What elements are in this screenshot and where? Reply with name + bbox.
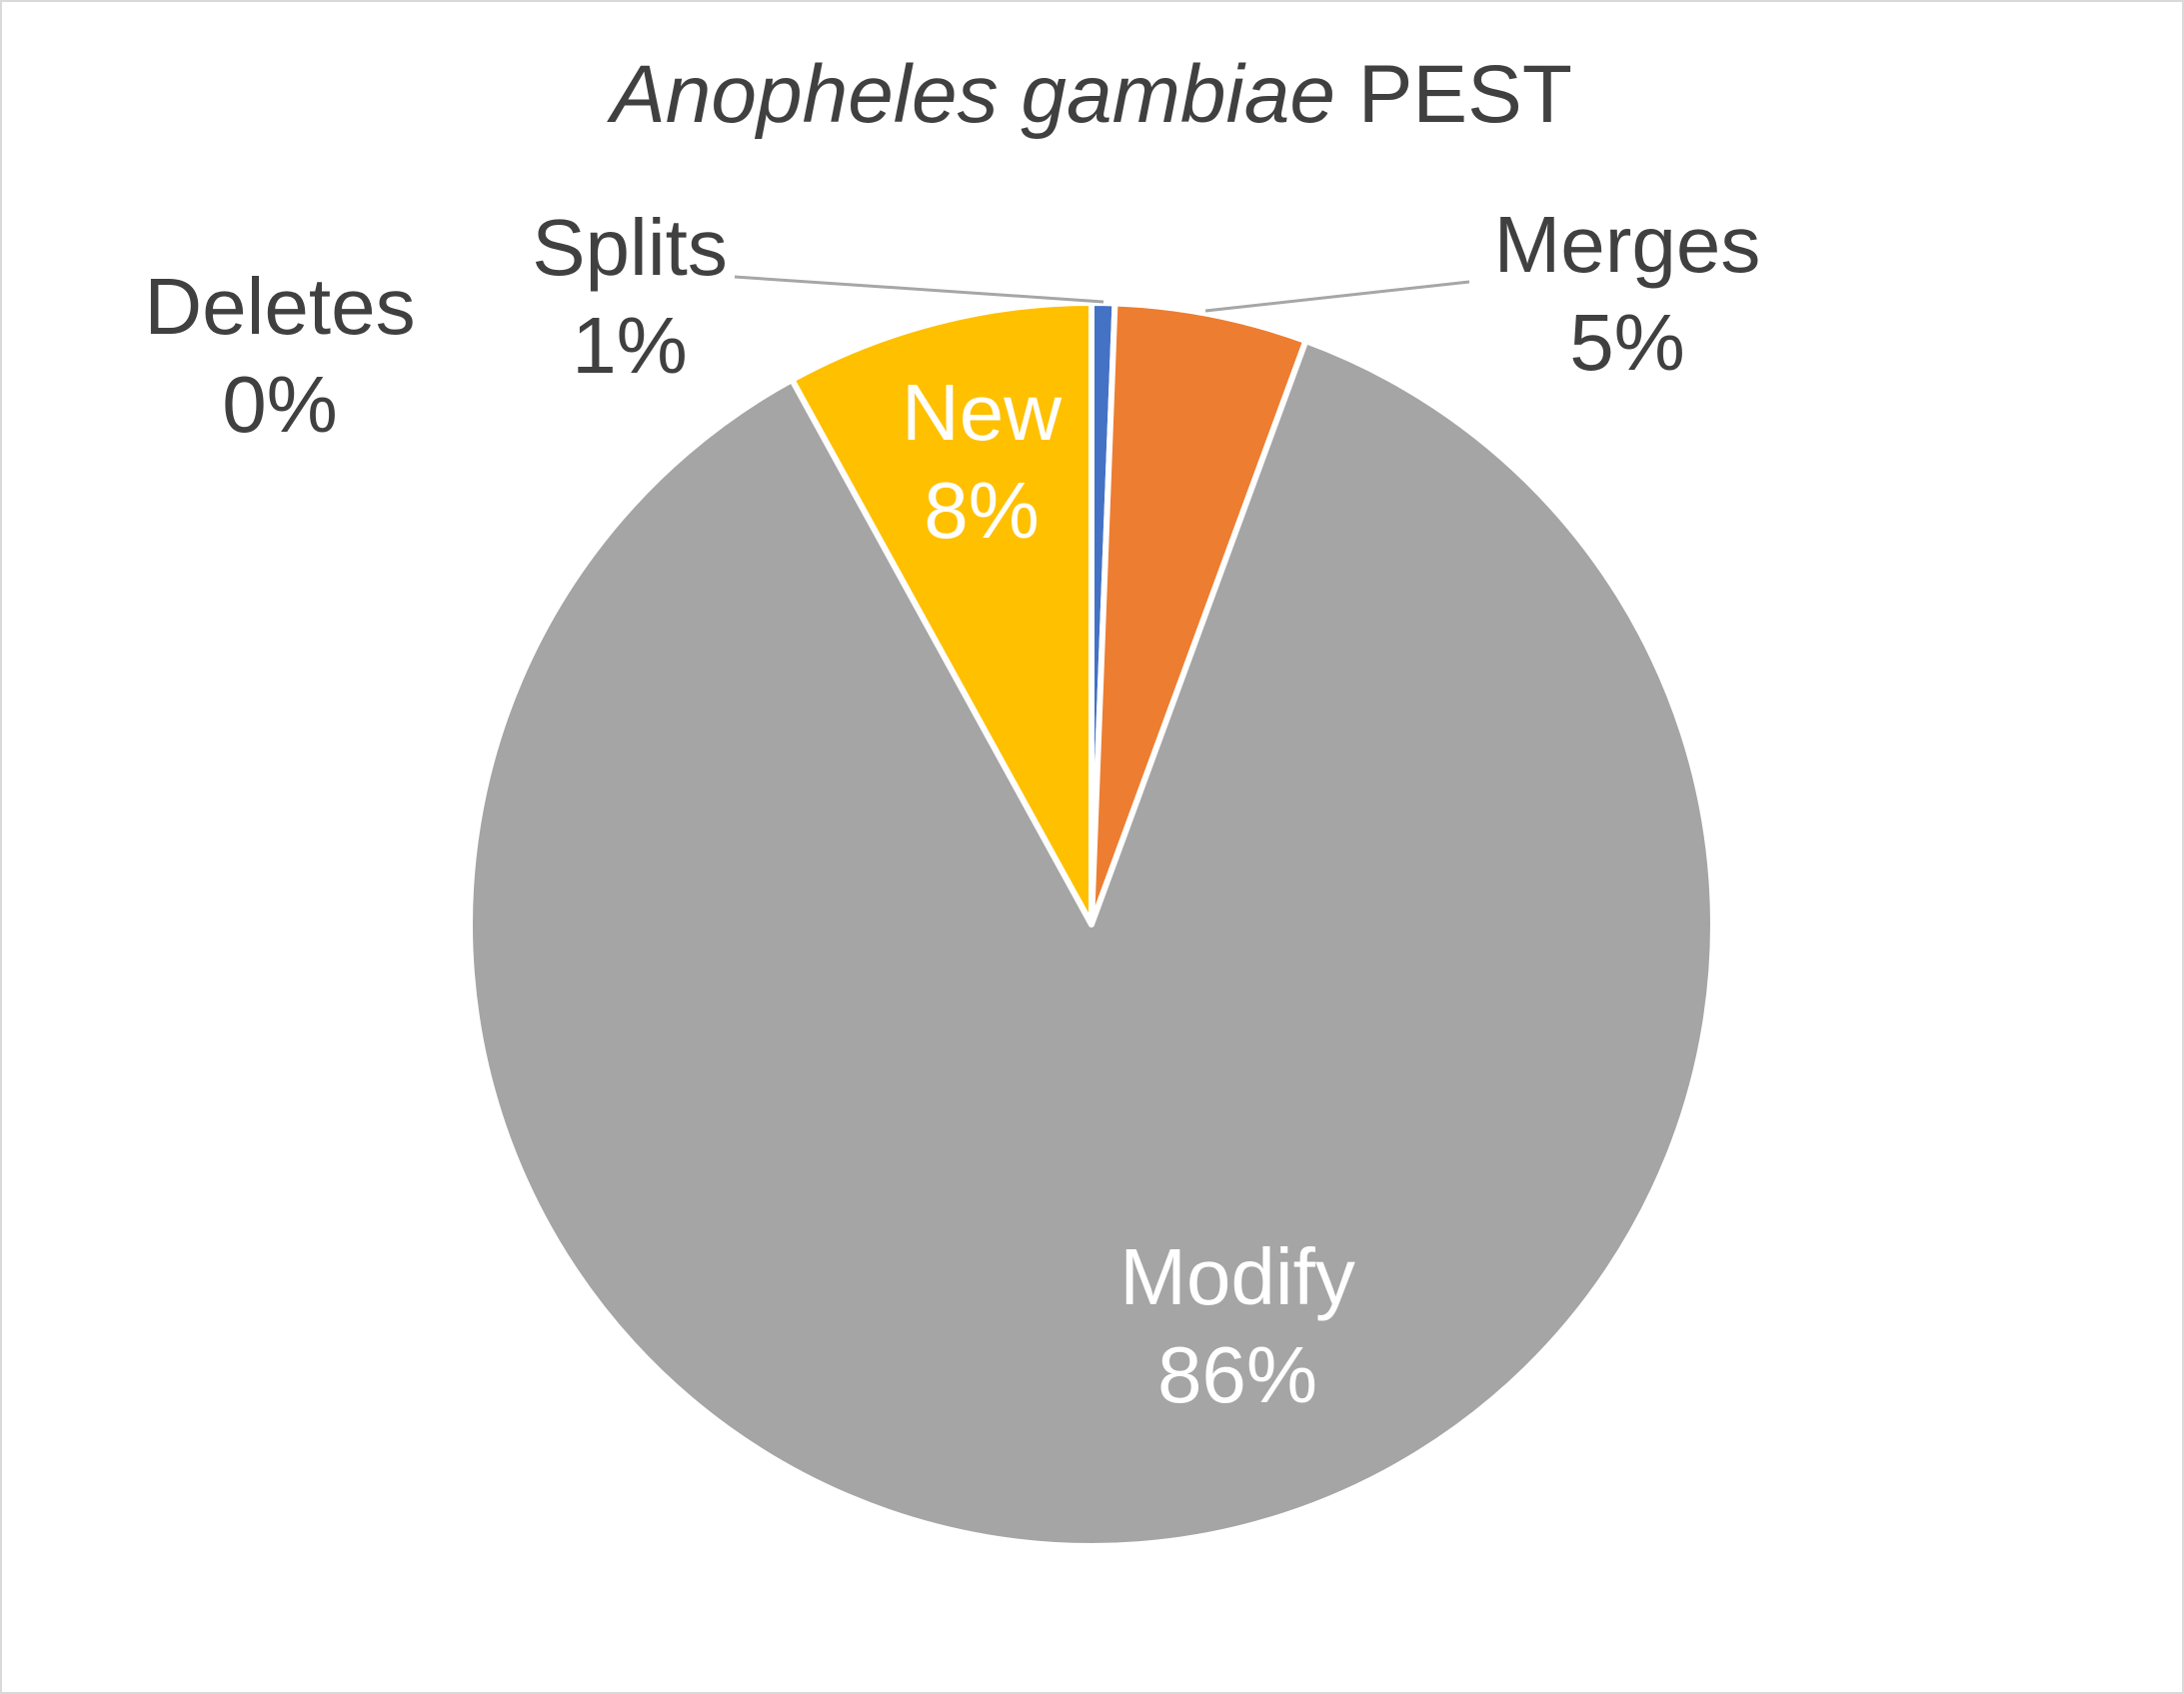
chart-title: Anopheles gambiae PEST <box>606 49 1572 140</box>
slice-label-splits: Splits 1% <box>532 203 728 390</box>
chart-title-species: Anopheles gambiae <box>606 49 1335 140</box>
slice-label-name-splits: Splits <box>532 203 728 292</box>
slice-label-name-modify: Modify <box>1119 1232 1355 1321</box>
slice-label-new: New 8% <box>902 368 1062 555</box>
leader-line-merges <box>1204 280 1470 313</box>
pie-slice-new <box>789 300 1094 927</box>
slice-label-name-merges: Merges <box>1494 200 1761 289</box>
leader-lines <box>734 275 1470 313</box>
slice-label-name-deletes: Deletes <box>144 262 415 351</box>
slice-label-percent-new: 8% <box>924 466 1040 555</box>
slice-label-deletes: Deletes 0% <box>144 262 415 449</box>
slice-label-merges: Merges 5% <box>1494 200 1761 387</box>
slice-label-percent-splits: 1% <box>572 301 688 390</box>
slice-label-percent-modify: 86% <box>1157 1330 1317 1419</box>
leader-line-splits <box>734 275 1104 304</box>
pie-slices <box>467 300 1716 1549</box>
slice-label-percent-merges: 5% <box>1569 298 1685 387</box>
slice-label-percent-deletes: 0% <box>222 360 338 449</box>
chart-title-strain: PEST <box>1335 49 1572 140</box>
slice-labels: Splits 1% Merges 5% Modify 86% New 8% Deletes 0% <box>144 200 1760 1419</box>
slice-label-modify: Modify 86% <box>1119 1232 1355 1419</box>
pie-slice-merges <box>1089 300 1309 927</box>
slice-label-name-new: New <box>902 368 1062 457</box>
pie-slice-modify <box>467 338 1716 1549</box>
